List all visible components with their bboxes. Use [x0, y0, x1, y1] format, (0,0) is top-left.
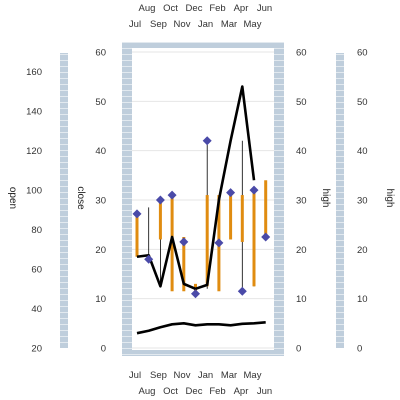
diamond-marker	[191, 289, 200, 299]
range-bar	[240, 195, 244, 242]
range-bar	[264, 180, 268, 237]
x-bottom-tick-label: Nov	[174, 370, 191, 381]
diamond-marker	[226, 188, 236, 198]
high-inner-axis-tick-label: 10	[296, 294, 307, 305]
range-bar	[158, 200, 162, 240]
close-axis-title: close	[75, 186, 86, 210]
x-axis-bar-bottom	[122, 350, 284, 356]
x-top-tick-label: Dec	[186, 3, 203, 14]
high-outer-axis-tick-label: 40	[357, 146, 368, 157]
x-bottom-tick-label: Jun	[257, 386, 272, 397]
high-inner-axis-tick-label: 30	[296, 196, 307, 207]
diamond-marker	[249, 185, 259, 195]
range-bar	[170, 195, 174, 292]
close-axis-tick-label: 40	[95, 146, 106, 157]
high-outer-axis-tick-label: 10	[357, 294, 368, 305]
high-outer-axis-title: high	[384, 189, 395, 208]
range-bar	[135, 213, 139, 257]
diamond-marker	[155, 195, 165, 205]
x-top-tick-label: May	[244, 19, 262, 30]
x-top-tick-label: Mar	[221, 19, 237, 30]
x-top-tick-label: Apr	[234, 3, 249, 14]
open-axis-tick-label: 160	[26, 67, 42, 78]
x-bottom-tick-label: Dec	[186, 386, 203, 397]
high-inner-axis-title: high	[320, 189, 331, 208]
line-series-1	[136, 321, 266, 335]
x-top-tick-label: Nov	[174, 19, 191, 30]
diamond-marker	[132, 209, 142, 219]
high-outer-axis-tick-label: 30	[357, 196, 368, 207]
x-bottom-tick-label: Apr	[234, 386, 249, 397]
open-axis-tick-label: 20	[31, 344, 42, 355]
high-outer-axis-tick-label: 60	[357, 48, 368, 59]
close-axis-bar	[122, 47, 132, 356]
x-bottom-tick-label: Mar	[221, 370, 237, 381]
diamond-marker	[261, 232, 271, 242]
x-top-tick-label: Aug	[139, 3, 156, 14]
x-top-tick-label: Jul	[129, 19, 141, 30]
x-bottom-tick-label: May	[244, 370, 262, 381]
x-bottom-tick-label: Jul	[129, 370, 141, 381]
open-axis-tick-label: 120	[26, 146, 42, 157]
x-bottom-tick-label: Aug	[139, 386, 156, 397]
high-inner-axis-tick-label: 50	[296, 97, 307, 108]
open-axis-tick-label: 100	[26, 186, 42, 197]
range-bar	[229, 195, 233, 240]
range-bar	[205, 195, 209, 287]
high-inner-axis-tick-label: 20	[296, 245, 307, 256]
diamond-marker	[237, 286, 247, 296]
high-inner-axis-tick-label: 0	[296, 344, 301, 355]
diamond-marker	[167, 190, 177, 200]
range-bar	[182, 237, 186, 292]
x-bottom-tick-label: Feb	[209, 386, 225, 397]
x-bottom-tick-label: Jan	[198, 370, 213, 381]
high-outer-axis-tick-label: 20	[357, 245, 368, 256]
diamond-marker	[214, 238, 224, 248]
range-bar	[252, 190, 256, 287]
close-axis-tick-label: 20	[95, 245, 106, 256]
x-bottom-tick-label: Oct	[163, 386, 178, 397]
x-bottom-tick-label: Sep	[150, 370, 167, 381]
diamond-marker	[179, 237, 189, 247]
diamond-marker	[144, 254, 154, 264]
diamond-marker	[202, 136, 212, 146]
close-axis-tick-label: 10	[95, 294, 106, 305]
x-axis-bar-top	[122, 42, 284, 48]
open-axis-title: open	[7, 187, 18, 209]
close-axis-tick-label: 30	[95, 196, 106, 207]
open-axis-tick-label: 60	[31, 265, 42, 276]
high-inner-axis-bar	[274, 47, 284, 356]
high-outer-axis-bar	[336, 53, 344, 348]
close-axis-tick-label: 50	[95, 97, 106, 108]
x-top-tick-label: Feb	[209, 3, 225, 14]
x-top-tick-label: Jun	[257, 3, 272, 14]
high-inner-axis-tick-label: 40	[296, 146, 307, 157]
open-axis-bar	[60, 53, 68, 348]
high-outer-axis-tick-label: 0	[357, 344, 362, 355]
x-top-tick-label: Sep	[150, 19, 167, 30]
line-series-0	[136, 85, 256, 291]
open-axis-tick-label: 80	[31, 225, 42, 236]
close-axis-tick-label: 0	[101, 344, 106, 355]
x-top-tick-label: Jan	[198, 19, 213, 30]
open-axis-tick-label: 40	[31, 304, 42, 315]
x-top-tick-label: Oct	[163, 3, 178, 14]
open-axis-tick-label: 140	[26, 107, 42, 118]
high-outer-axis-tick-label: 50	[357, 97, 368, 108]
close-axis-tick-label: 60	[95, 48, 106, 59]
high-inner-axis-tick-label: 60	[296, 48, 307, 59]
